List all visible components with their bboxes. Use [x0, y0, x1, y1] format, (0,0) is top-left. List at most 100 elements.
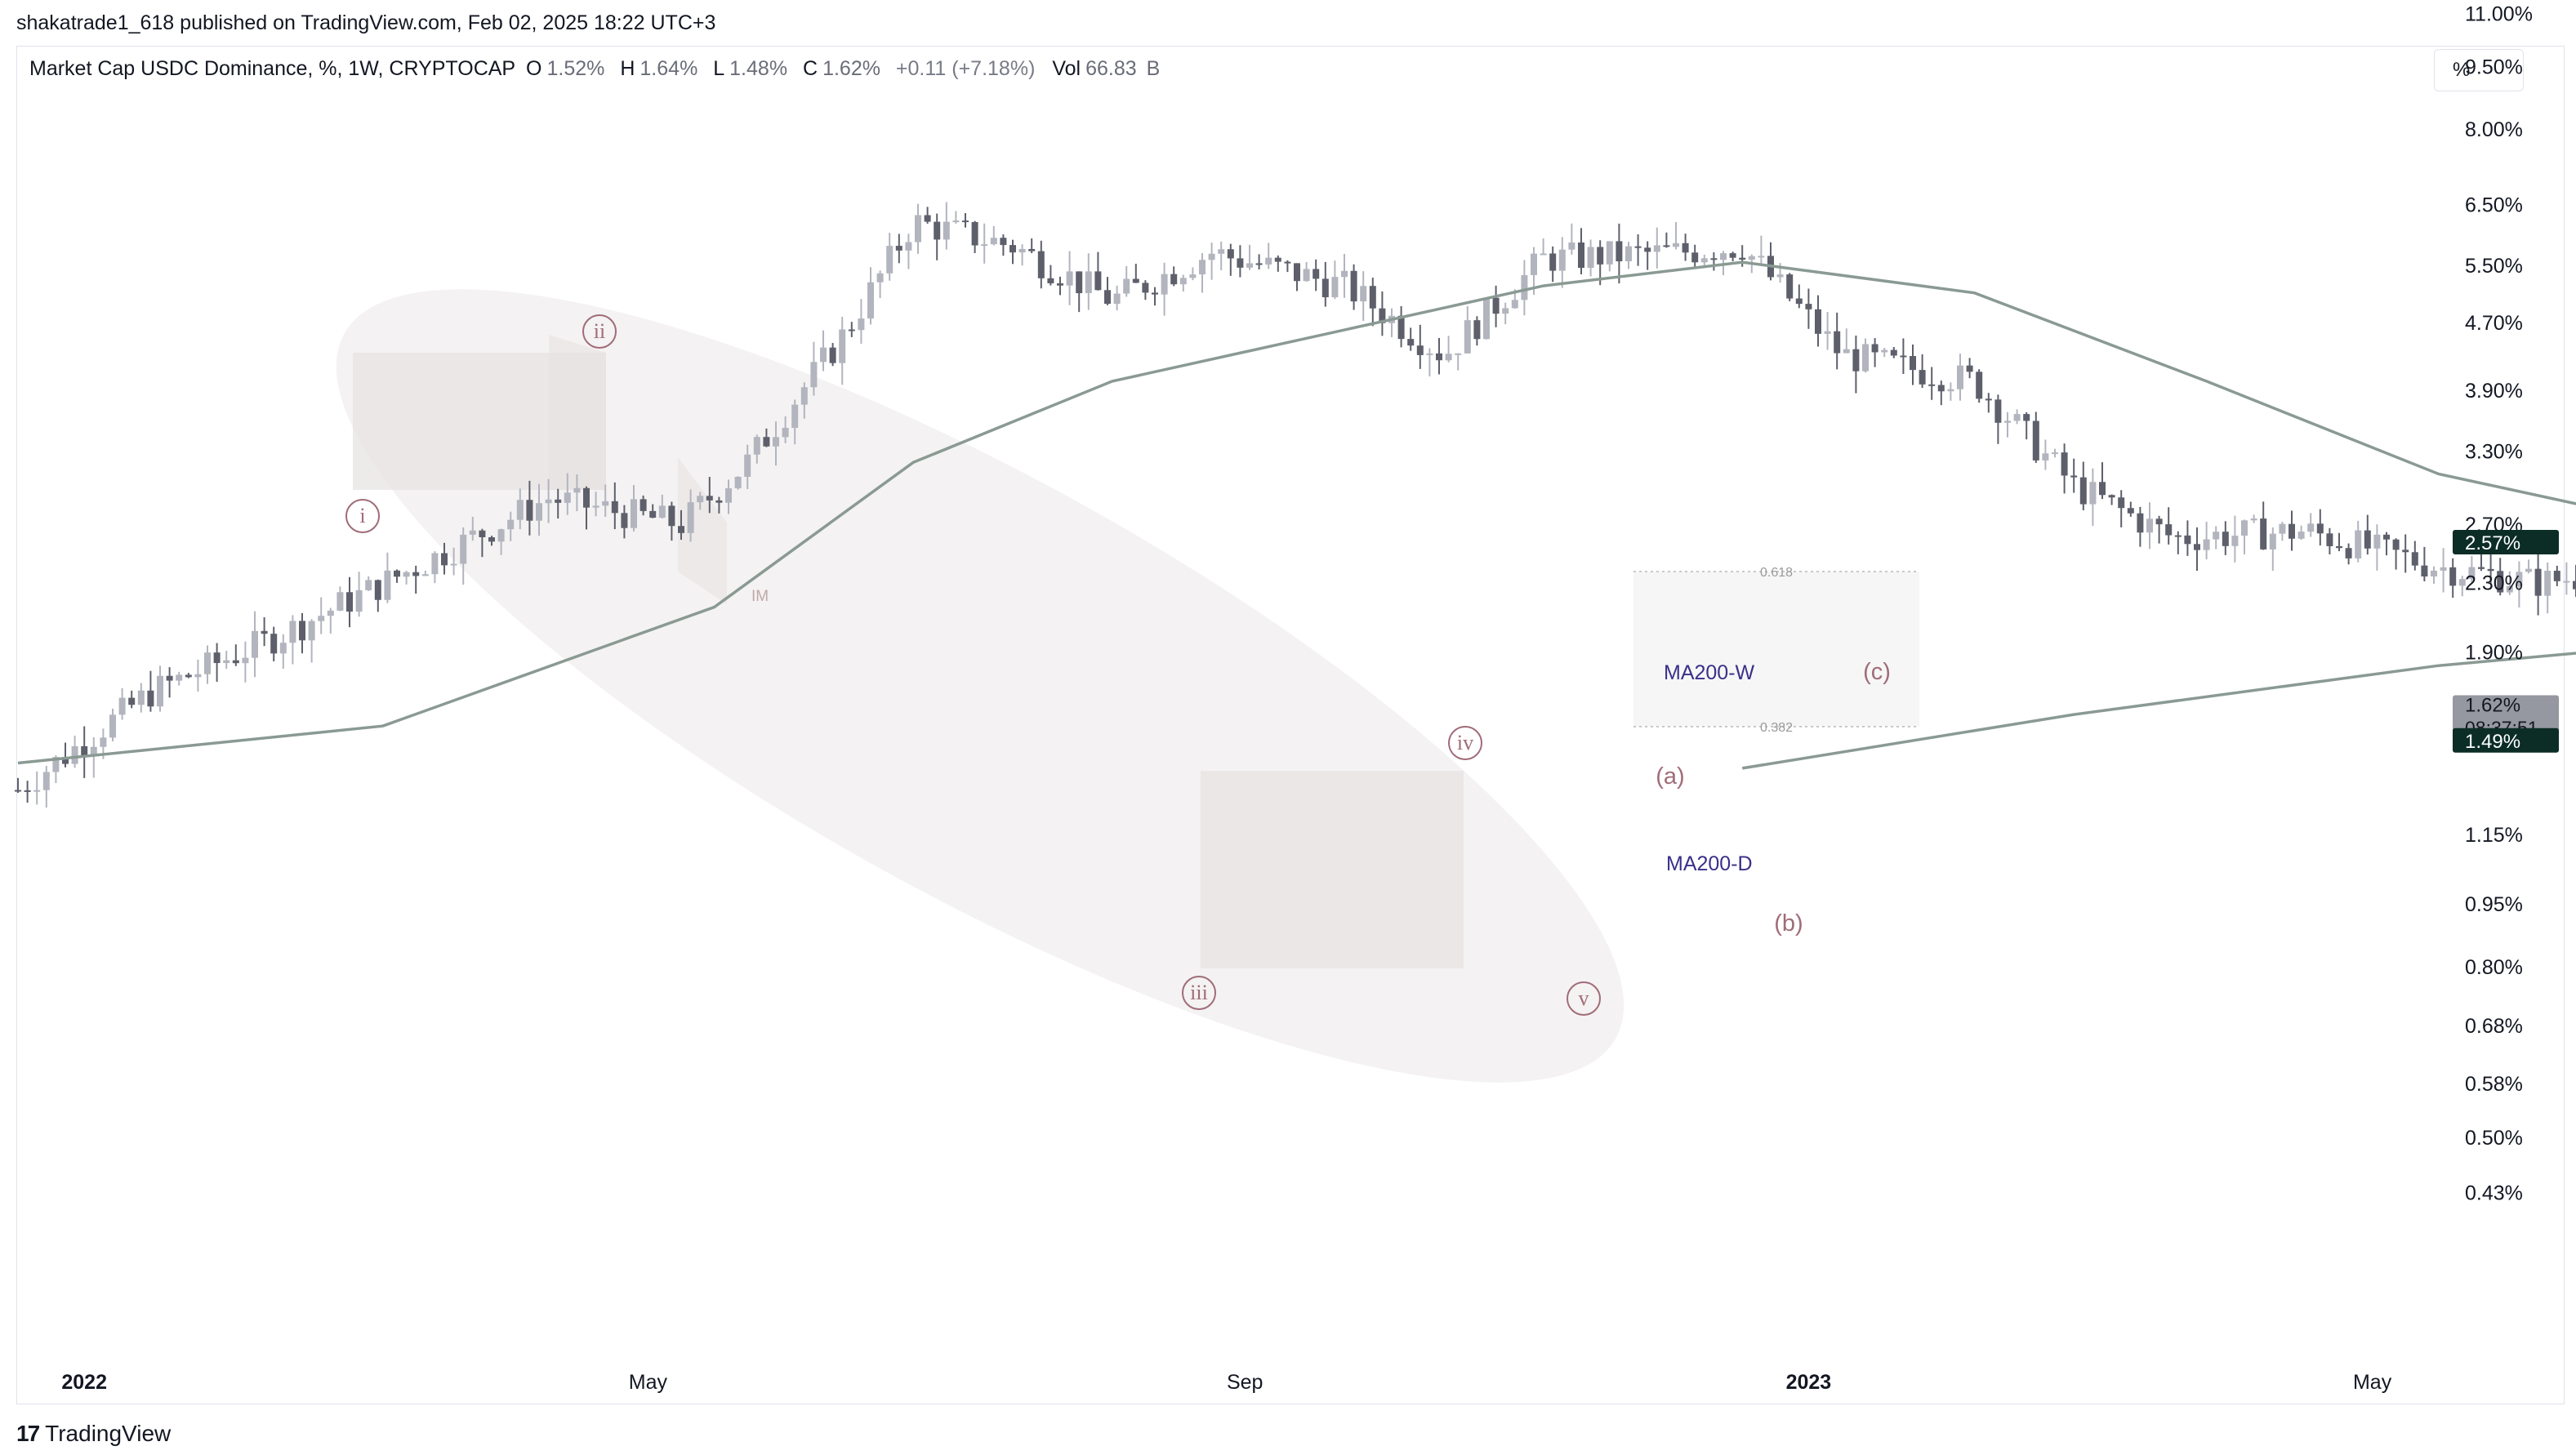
candle-body — [687, 502, 694, 533]
wave-label-circle — [1567, 981, 1601, 1016]
candle-body — [1691, 252, 1699, 263]
candle-body — [1625, 246, 1632, 262]
consolidation-wedge — [549, 335, 606, 490]
tradingview-brand[interactable]: 17 TradingView — [16, 1421, 171, 1447]
legend-low-value: 1.48% — [729, 57, 788, 80]
candle-body — [1104, 290, 1111, 305]
candle-body — [2345, 548, 2352, 558]
brand-name: TradingView — [45, 1421, 172, 1446]
candle-body — [1445, 354, 1452, 361]
correction-label: (c) — [1863, 659, 1891, 685]
wave-label-circle — [582, 314, 617, 349]
price-tag-label: 2.57% — [2465, 532, 2520, 554]
candle-body — [1170, 274, 1178, 285]
candle-body — [1265, 257, 1272, 265]
candle-body — [1985, 398, 1992, 401]
y-tick-label: 11.00% — [2465, 2, 2533, 25]
candle-body — [2402, 550, 2409, 553]
candle-body — [137, 690, 145, 705]
candle-body — [450, 563, 457, 566]
percent-scale-button[interactable]: % — [2434, 49, 2524, 91]
candle-body — [2563, 581, 2570, 583]
candle-body — [1502, 308, 1509, 314]
candle-body — [1473, 320, 1481, 340]
candle-body — [1218, 249, 1225, 254]
candle-body — [1957, 365, 1963, 389]
candle-body — [33, 790, 41, 792]
candle-body — [990, 238, 997, 245]
ma200-w-label: MA200-W — [1664, 661, 1755, 684]
consolidation-box-2 — [1201, 771, 1464, 968]
candle-body — [1426, 353, 1433, 355]
candle-body — [1009, 245, 1016, 253]
candle-body — [1729, 253, 1736, 258]
candle-body — [1379, 308, 1386, 323]
candle-body — [2297, 532, 2305, 539]
published-by-line: shakatrade1_618 published on TradingView… — [16, 11, 716, 34]
candle-body — [2431, 570, 2437, 577]
candle-body — [2127, 508, 2134, 514]
x-tick-label: 2022 — [61, 1371, 107, 1394]
candle-body — [1246, 263, 1253, 268]
legend-high-label: H — [620, 57, 635, 80]
candle-body — [1227, 249, 1234, 259]
candle-body — [848, 329, 855, 331]
candle-body — [1663, 245, 1670, 247]
candle-body — [1303, 269, 1310, 282]
candle-body — [62, 757, 69, 764]
candle-body — [2137, 513, 2144, 533]
candle-body — [1758, 256, 1765, 258]
x-tick-label: 2023 — [1786, 1371, 1832, 1394]
candle-body — [1018, 248, 1026, 253]
candle-body — [2241, 520, 2248, 536]
candle-body — [52, 757, 60, 772]
candle-body — [2458, 579, 2466, 586]
candle-body — [858, 318, 865, 331]
y-tick-label: 9.50% — [2465, 56, 2523, 79]
candle-body — [279, 643, 287, 654]
candle-body — [2155, 518, 2163, 525]
candle-body — [1578, 242, 1584, 269]
candle-body — [1152, 292, 1158, 295]
candle-body — [1331, 277, 1339, 298]
candle-body — [2032, 420, 2039, 461]
candle-body — [384, 570, 391, 600]
y-tick-label: 1.90% — [2465, 642, 2523, 665]
candle-body — [1132, 278, 1139, 283]
candle-body — [934, 221, 941, 240]
y-tick-label: 0.58% — [2465, 1073, 2523, 1096]
candle-body — [2326, 533, 2333, 546]
candle-body — [791, 404, 799, 429]
candle-body — [829, 347, 836, 363]
candle-body — [308, 621, 315, 641]
candle-body — [185, 674, 192, 678]
fib-0382-label: 0.382 — [1760, 721, 1793, 735]
candle-body — [1255, 263, 1263, 265]
candle-body — [564, 492, 571, 503]
y-tick-label: 3.90% — [2465, 380, 2523, 403]
candle-body — [1094, 271, 1102, 291]
candle-body — [810, 362, 818, 388]
candle-body — [157, 675, 163, 707]
candle-body — [299, 621, 305, 641]
symbol-name[interactable]: Market Cap USDC Dominance, %, 1W, CRYPTO… — [29, 57, 516, 80]
candle-body — [100, 737, 107, 747]
candle-body — [649, 510, 657, 518]
candle-body — [715, 500, 723, 503]
candle-body — [2165, 524, 2173, 536]
candle-body — [602, 501, 609, 506]
candle-body — [895, 246, 902, 251]
candle-body — [1966, 365, 1973, 372]
candle-body — [2279, 523, 2286, 534]
candle-body — [2307, 523, 2315, 532]
candle-body — [867, 282, 874, 319]
candle-body — [924, 215, 931, 222]
y-tick-label: 4.70% — [2465, 312, 2523, 335]
candle-body — [536, 503, 542, 521]
chart-frame — [16, 46, 2565, 1404]
wave-label-ii: ii — [594, 319, 605, 343]
candle-body — [1455, 353, 1462, 355]
candle-body — [242, 657, 249, 664]
candle-body — [1436, 353, 1442, 361]
